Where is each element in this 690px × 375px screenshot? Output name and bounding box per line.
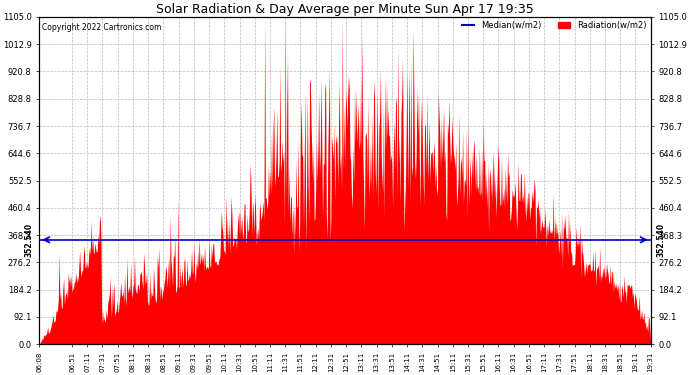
Text: 352.540: 352.540: [657, 223, 666, 257]
Legend: Median(w/m2), Radiation(w/m2): Median(w/m2), Radiation(w/m2): [458, 18, 650, 33]
Title: Solar Radiation & Day Average per Minute Sun Apr 17 19:35: Solar Radiation & Day Average per Minute…: [156, 3, 534, 16]
Text: Copyright 2022 Cartronics.com: Copyright 2022 Cartronics.com: [42, 24, 161, 33]
Text: 352.540: 352.540: [24, 223, 33, 257]
